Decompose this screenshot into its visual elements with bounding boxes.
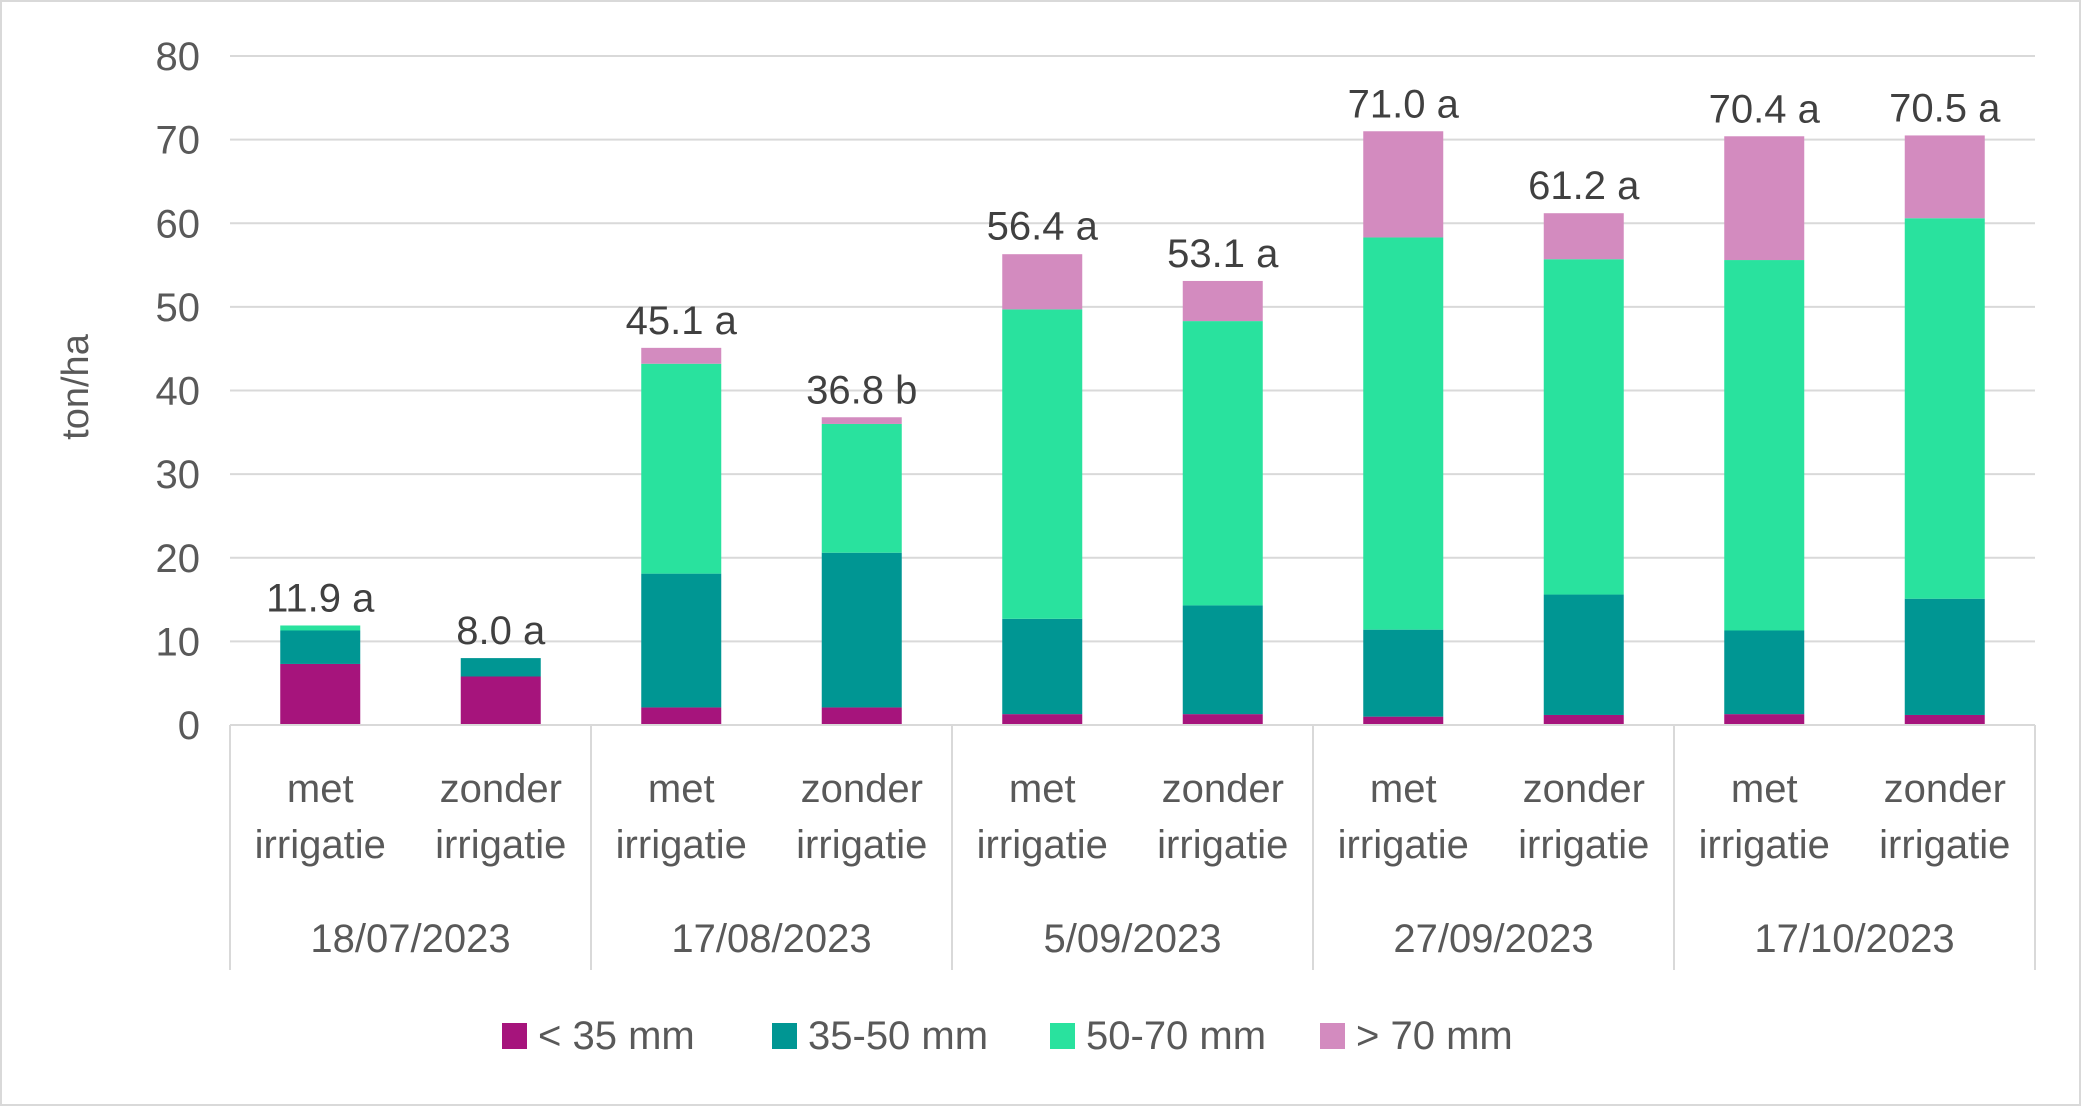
- bar-segment: [821, 707, 902, 725]
- x-group-label: 17/08/2023: [671, 917, 871, 961]
- x-subcategory-label: irrigatie: [255, 823, 386, 867]
- bar-segment: [641, 707, 722, 725]
- x-subcategory-label: irrigatie: [1879, 823, 2010, 867]
- legend-swatch: [1050, 1023, 1075, 1049]
- x-subcategory-label: irrigatie: [977, 823, 1108, 867]
- x-subcategory-label: met: [1731, 767, 1798, 811]
- data-label: 70.4 a: [1709, 87, 1821, 131]
- x-subcategory-label: irrigatie: [435, 823, 566, 867]
- bar-segment: [1904, 135, 1985, 219]
- x-group-label: 17/10/2023: [1754, 917, 1954, 961]
- bar-segment: [1002, 254, 1083, 310]
- x-subcategory-label: met: [1009, 767, 1076, 811]
- x-subcategory-label: zonder: [1523, 767, 1645, 811]
- bar-segment: [280, 663, 361, 725]
- legend-swatch: [772, 1023, 797, 1049]
- y-tick-label: 10: [156, 620, 201, 664]
- data-label: 53.1 a: [1167, 232, 1279, 276]
- x-subcategory-label: met: [287, 767, 354, 811]
- bar-segment: [1002, 309, 1083, 619]
- bar-segment: [1724, 260, 1805, 631]
- bar-segment: [1363, 716, 1444, 725]
- bar-segment: [641, 363, 722, 574]
- bar-segment: [1363, 629, 1444, 717]
- y-tick-label: 80: [156, 35, 201, 79]
- x-subcategory-label: irrigatie: [1699, 823, 1830, 867]
- x-group-label: 27/09/2023: [1393, 917, 1593, 961]
- y-tick-label: 30: [156, 453, 201, 497]
- bar-segment: [1724, 630, 1805, 715]
- bar-segment: [1182, 280, 1263, 322]
- x-subcategory-label: irrigatie: [616, 823, 747, 867]
- bar-segment: [641, 347, 722, 364]
- legend-label: < 35 mm: [538, 1014, 695, 1058]
- data-label: 56.4 a: [987, 204, 1099, 248]
- data-label: 8.0 a: [456, 609, 546, 653]
- y-tick-label: 20: [156, 537, 201, 581]
- legend-label: 50-70 mm: [1086, 1014, 1266, 1058]
- x-group-label: 18/07/2023: [310, 917, 510, 961]
- y-tick-label: 40: [156, 370, 201, 414]
- x-subcategory-label: zonder: [1162, 767, 1284, 811]
- bar-segment: [1904, 714, 1985, 725]
- data-label: 36.8 b: [806, 368, 917, 412]
- legend-label: > 70 mm: [1356, 1014, 1513, 1058]
- legend-swatch: [502, 1023, 527, 1049]
- bar-segment: [280, 630, 361, 664]
- bar-segment: [821, 417, 902, 424]
- bar-segment: [1543, 259, 1624, 595]
- bar-segment: [1182, 605, 1263, 715]
- data-label: 71.0 a: [1348, 82, 1460, 126]
- x-subcategory-label: zonder: [1884, 767, 2006, 811]
- y-axis-label: ton/ha: [55, 333, 97, 440]
- x-group-label: 5/09/2023: [1044, 917, 1222, 961]
- bar-segment: [460, 676, 541, 725]
- data-label: 11.9 a: [266, 576, 375, 620]
- bar-segment: [1363, 131, 1444, 238]
- x-subcategory-label: zonder: [801, 767, 923, 811]
- x-subcategory-label: met: [648, 767, 715, 811]
- bar-segment: [1543, 714, 1624, 725]
- data-label: 70.5 a: [1889, 86, 2001, 130]
- bar-segment: [1904, 598, 1985, 715]
- y-tick-label: 0: [178, 704, 200, 748]
- y-tick-label: 70: [156, 119, 201, 163]
- x-subcategory-label: irrigatie: [796, 823, 927, 867]
- data-label: 61.2 a: [1528, 164, 1640, 208]
- x-subcategory-label: zonder: [440, 767, 562, 811]
- bar-segment: [641, 573, 722, 708]
- legend-label: 35-50 mm: [808, 1014, 988, 1058]
- bar-segment: [821, 552, 902, 708]
- x-subcategory-label: irrigatie: [1157, 823, 1288, 867]
- bar-segment: [1002, 714, 1083, 725]
- bar-segment: [821, 423, 902, 553]
- bar-segment: [460, 658, 541, 677]
- bar-segment: [1182, 321, 1263, 606]
- bar-segment: [1363, 237, 1444, 630]
- bar-segment: [280, 625, 361, 631]
- x-subcategory-label: met: [1370, 767, 1437, 811]
- x-subcategory-label: irrigatie: [1338, 823, 1469, 867]
- bar-segment: [1543, 213, 1624, 260]
- bar-segment: [1724, 714, 1805, 725]
- bar-segment: [1904, 218, 1985, 599]
- bar-segment: [1724, 136, 1805, 261]
- y-tick-label: 60: [156, 202, 201, 246]
- bar-segment: [1182, 714, 1263, 725]
- bar-segment: [1002, 618, 1083, 715]
- legend-swatch: [1320, 1023, 1345, 1049]
- data-label: 45.1 a: [626, 299, 738, 343]
- y-tick-label: 50: [156, 286, 201, 330]
- x-subcategory-label: irrigatie: [1518, 823, 1649, 867]
- bar-segment: [1543, 594, 1624, 715]
